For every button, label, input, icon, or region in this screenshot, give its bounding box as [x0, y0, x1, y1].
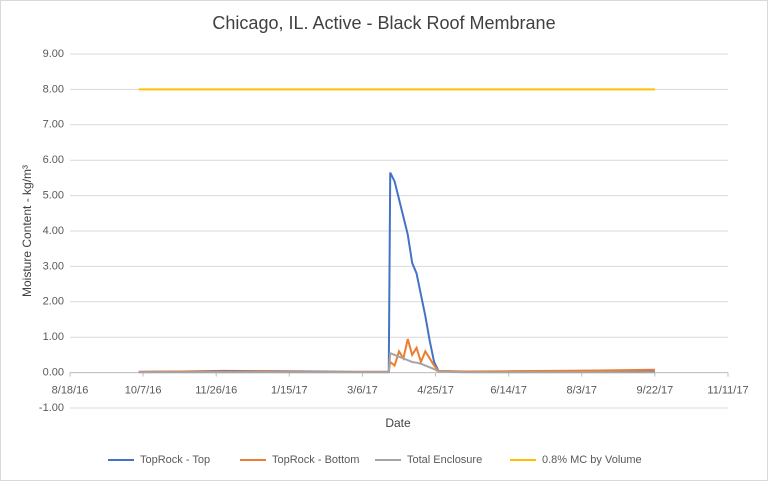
x-tick-label: 4/25/17: [417, 385, 454, 397]
series-line: [138, 351, 655, 374]
x-tick-label: 11/26/16: [195, 385, 237, 397]
y-tick-label: 2.00: [43, 296, 64, 308]
x-tick-label: 3/6/17: [347, 385, 378, 397]
legend-label: 0.8% MC by Volume: [542, 454, 642, 466]
y-tick-label: 6.00: [43, 154, 64, 166]
y-tick-label: 3.00: [43, 260, 64, 272]
x-tick-label: 8/3/17: [566, 385, 597, 397]
y-tick-label: 8.00: [43, 83, 64, 95]
x-tick-label: 9/22/17: [637, 385, 674, 397]
legend-label: TopRock - Bottom: [272, 454, 359, 466]
legend-label: Total Enclosure: [407, 454, 482, 466]
y-tick-label: 5.00: [43, 190, 64, 202]
y-axis-title: Moisture Content - kg/m³: [20, 165, 34, 297]
x-tick-label: 10/7/16: [125, 385, 162, 397]
x-tick-label: 11/11/17: [707, 385, 748, 397]
y-tick-label: 4.00: [43, 225, 64, 237]
y-tick-label: -1.00: [39, 402, 64, 414]
y-tick-label: 1.00: [43, 331, 64, 343]
y-tick-label: 9.00: [43, 48, 64, 60]
legend-label: TopRock - Top: [140, 454, 210, 466]
x-axis-title: Date: [385, 416, 411, 430]
y-tick-label: 0.00: [43, 367, 64, 379]
x-tick-label: 6/14/17: [490, 385, 527, 397]
y-tick-label: 7.00: [43, 119, 64, 131]
x-tick-label: 1/15/17: [271, 385, 308, 397]
x-tick-label: 8/18/16: [52, 385, 89, 397]
chart-title: Chicago, IL. Active - Black Roof Membran…: [212, 13, 555, 33]
